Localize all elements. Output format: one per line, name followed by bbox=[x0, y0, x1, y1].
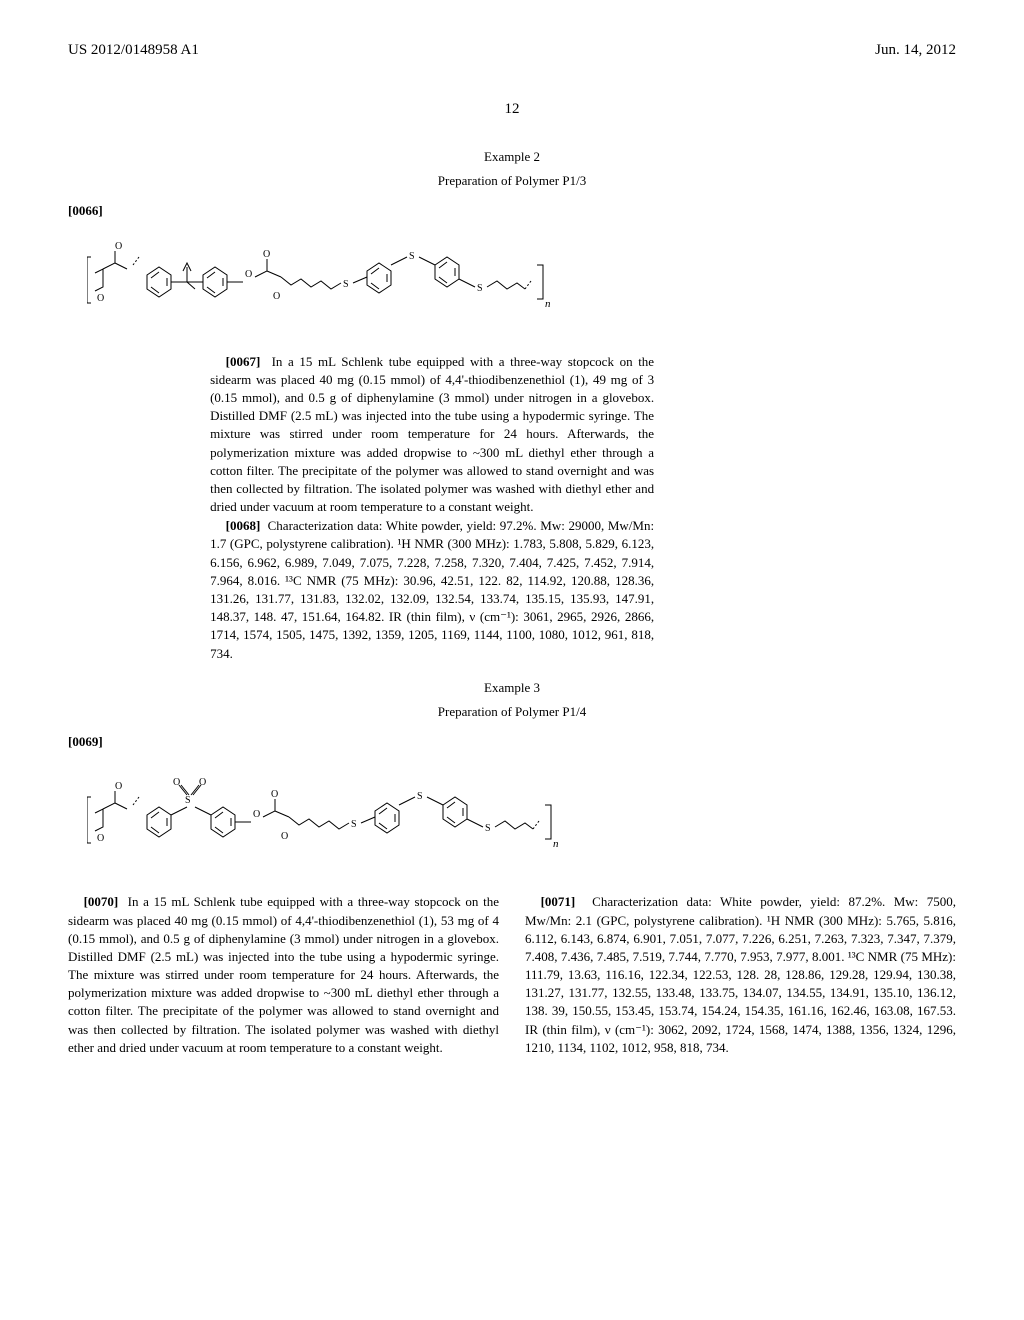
svg-text:O: O bbox=[271, 789, 278, 800]
right-column: [0071] Characterization data: White powd… bbox=[525, 893, 956, 1058]
svg-text:S: S bbox=[351, 819, 357, 830]
example-2-subtitle: Preparation of Polymer P1/3 bbox=[68, 172, 956, 190]
svg-text:S: S bbox=[185, 795, 191, 806]
svg-text:O: O bbox=[173, 777, 180, 788]
para-69-num: [0069] bbox=[68, 734, 103, 749]
svg-text:O: O bbox=[281, 831, 288, 842]
para-66-num: [0066] bbox=[68, 203, 103, 218]
para-71-num: [0071] bbox=[541, 894, 576, 909]
svg-text:S: S bbox=[485, 823, 491, 834]
svg-text:O: O bbox=[97, 833, 104, 844]
para-67-num: [0067] bbox=[226, 354, 261, 369]
example-2-title: Example 2 bbox=[68, 148, 956, 166]
para-68-num: [0068] bbox=[226, 518, 261, 533]
svg-text:O: O bbox=[115, 241, 122, 252]
svg-text:n: n bbox=[545, 298, 551, 310]
para-71-text: Characterization data: White powder, yie… bbox=[525, 894, 956, 1055]
svg-text:O: O bbox=[263, 249, 270, 260]
svg-text:O: O bbox=[245, 269, 252, 280]
chemical-structure-1: O O O O O S S bbox=[87, 229, 937, 329]
patent-number: US 2012/0148958 A1 bbox=[68, 40, 199, 61]
example-2-body: [0067] In a 15 mL Schlenk tube equipped … bbox=[210, 353, 654, 663]
example-3-subtitle: Preparation of Polymer P1/4 bbox=[68, 703, 956, 721]
page-number: 12 bbox=[68, 99, 956, 120]
svg-text:n: n bbox=[553, 838, 559, 850]
svg-text:S: S bbox=[409, 251, 415, 262]
svg-text:O: O bbox=[115, 781, 122, 792]
page-header: US 2012/0148958 A1 Jun. 14, 2012 bbox=[68, 40, 956, 61]
para-70-num: [0070] bbox=[84, 894, 119, 909]
svg-text:S: S bbox=[477, 283, 483, 294]
example-3-title: Example 3 bbox=[68, 679, 956, 697]
svg-text:O: O bbox=[273, 291, 280, 302]
svg-text:O: O bbox=[97, 293, 104, 304]
svg-text:S: S bbox=[417, 791, 423, 802]
para-70-text: In a 15 mL Schlenk tube equipped with a … bbox=[68, 894, 499, 1055]
example-2-section: Example 2 Preparation of Polymer P1/3 [0… bbox=[68, 148, 956, 663]
example-3-columns: [0070] In a 15 mL Schlenk tube equipped … bbox=[68, 893, 956, 1058]
para-68-text: Characterization data: White powder, yie… bbox=[210, 518, 654, 660]
svg-text:O: O bbox=[253, 809, 260, 820]
left-column: [0070] In a 15 mL Schlenk tube equipped … bbox=[68, 893, 499, 1058]
chemical-structure-2: O O S O O O O O S S bbox=[87, 759, 937, 869]
svg-text:O: O bbox=[199, 777, 206, 788]
para-67-text: In a 15 mL Schlenk tube equipped with a … bbox=[210, 354, 654, 515]
example-3-section: Example 3 Preparation of Polymer P1/4 [0… bbox=[68, 679, 956, 1058]
svg-text:S: S bbox=[343, 279, 349, 290]
publication-date: Jun. 14, 2012 bbox=[875, 40, 956, 61]
